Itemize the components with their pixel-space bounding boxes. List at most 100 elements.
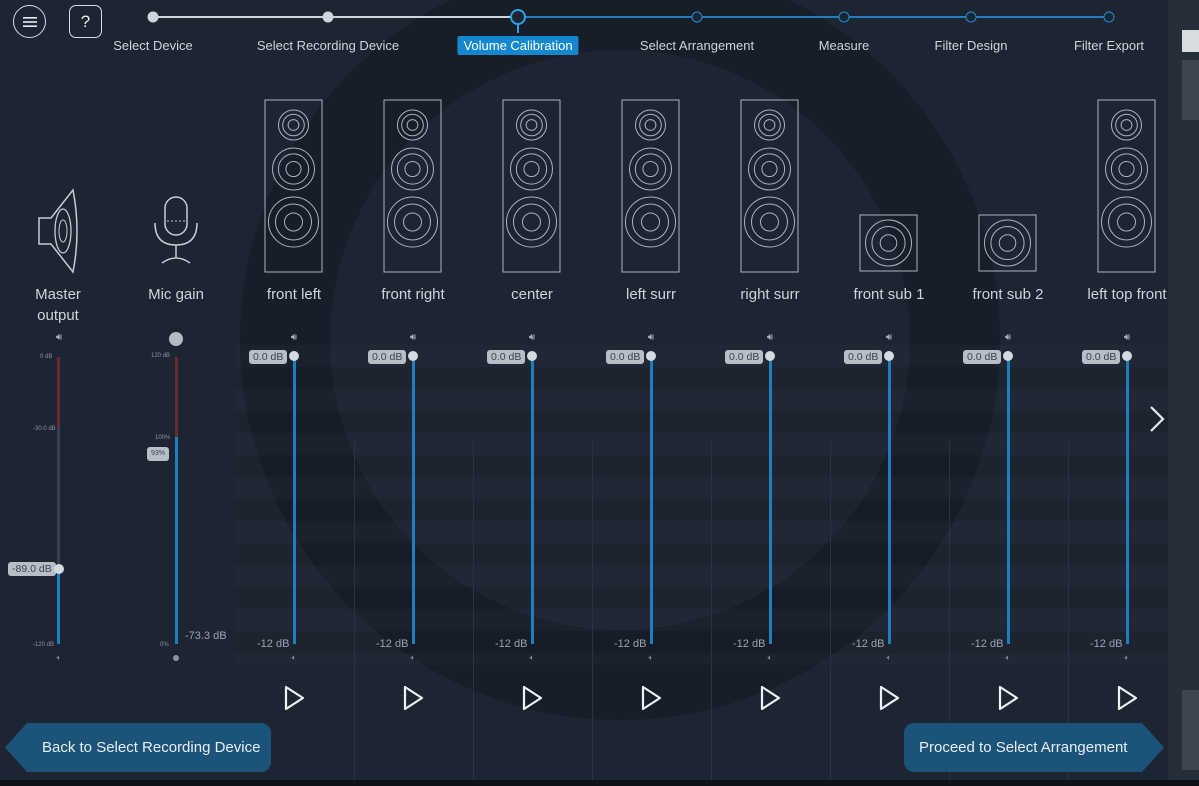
wizard-step-label[interactable]: Select Recording Device [256,38,400,53]
channel-label: center [511,286,553,303]
wizard-step-label[interactable]: Volume Calibration [457,36,579,55]
channel-label: front right [381,286,445,303]
volume-high-icon: 🔊︎ [766,332,774,343]
column-separator [830,440,831,780]
slider-area-background [235,345,1168,665]
wizard-step-label[interactable]: Filter Export [1073,38,1145,53]
mic-indicator-dot [173,655,179,661]
volume-high-icon: 🔊︎ [528,332,536,343]
channel-slider-handle[interactable] [1003,351,1013,361]
wizard-step-label[interactable]: Select Arrangement [639,38,755,53]
mic-level-reading: -73.3 dB [185,630,227,642]
play-test-tone-icon[interactable] [756,684,784,712]
volume-low-icon: 🔈︎ [529,653,535,662]
wizard-step-dot[interactable] [691,11,703,23]
wizard-step-dot[interactable] [510,9,526,25]
channel-min-label: -12 dB [495,638,528,650]
channel-gain-value[interactable]: 0.0 dB [1082,350,1121,364]
tower-speaker-icon [383,99,442,273]
channel-slider-handle[interactable] [527,351,537,361]
master-bottom-tick: -120 dB [33,642,55,648]
window-scrollbar[interactable] [1168,0,1199,786]
mic-gain-value[interactable]: 93% [147,447,170,461]
play-test-tone-icon[interactable] [399,684,427,712]
play-test-tone-icon[interactable] [994,684,1022,712]
scrollbar-track-upper [1182,60,1199,120]
channel-min-label: -12 dB [1090,638,1123,650]
channel-slider-track[interactable] [1007,357,1010,644]
channel-gain-value[interactable]: 0.0 dB [963,350,1002,364]
master-value[interactable]: -89.0 dB [8,562,56,577]
microphone-icon [154,196,198,264]
channel-gain-value[interactable]: 0.0 dB [487,350,526,364]
channel-slider-track[interactable] [531,357,534,644]
tower-speaker-icon [1097,99,1156,273]
channel-gain-value[interactable]: 0.0 dB [368,350,407,364]
menu-button[interactable] [13,5,46,38]
master-top-tick: 0 dB [40,354,53,360]
play-test-tone-icon[interactable] [875,684,903,712]
channel-gain-value[interactable]: 0.0 dB [844,350,883,364]
wizard-connector [971,16,1109,18]
wizard-connector [153,16,328,18]
mic-gain-knob[interactable] [169,332,183,346]
master-slider-handle[interactable] [54,564,64,575]
play-test-tone-icon[interactable] [518,684,546,712]
wizard-step-label[interactable]: Filter Design [934,38,1008,53]
back-button-label: Back to Select Recording Device [42,739,261,756]
back-button[interactable]: Back to Select Recording Device [5,723,271,772]
master-slider-track[interactable] [57,427,60,567]
wizard-step-dot[interactable] [965,11,977,23]
scrollbar-thumb[interactable] [1182,30,1199,52]
channel-slider-handle[interactable] [765,351,775,361]
wizard-step-label[interactable]: Select Device [113,38,193,53]
channel-slider-track[interactable] [1126,357,1129,644]
channel-slider-handle[interactable] [646,351,656,361]
wizard-step-dot[interactable] [322,11,334,23]
channel-slider-track[interactable] [650,357,653,644]
channel-min-label: -12 dB [376,638,409,650]
wizard-connector [697,16,844,18]
channel-slider-track[interactable] [888,357,891,644]
play-test-tone-icon[interactable] [637,684,665,712]
mic-slider-track[interactable] [175,437,178,644]
play-test-tone-icon[interactable] [280,684,308,712]
wizard-connector [518,16,697,18]
channel-label: front sub 2 [972,286,1044,303]
volume-low-icon: 🔈︎ [886,653,892,662]
channel-slider-handle[interactable] [289,351,299,361]
volume-high-icon: 🔊︎ [409,332,417,343]
channel-gain-value[interactable]: 0.0 dB [249,350,288,364]
channel-min-label: -12 dB [733,638,766,650]
wizard-connector [844,16,971,18]
channel-label: left surr [625,286,677,303]
channel-slider-track[interactable] [412,357,415,644]
wizard-step-dot[interactable] [1103,11,1115,23]
volume-high-icon: 🔊︎ [1123,332,1131,343]
volume-low-icon: 🔈︎ [767,653,773,662]
channel-slider-handle[interactable] [884,351,894,361]
play-test-tone-icon[interactable] [1113,684,1141,712]
channel-slider-handle[interactable] [1122,351,1132,361]
hamburger-icon [22,16,37,27]
column-separator [354,440,355,780]
channel-slider-track[interactable] [769,357,772,644]
tower-speaker-icon [621,99,680,273]
channel-label: right surr [740,286,800,303]
tower-speaker-icon [264,99,323,273]
help-button[interactable]: ? [69,5,102,38]
channel-slider-handle[interactable] [408,351,418,361]
wizard-step-label[interactable]: Measure [818,38,870,53]
master-clip-zone [57,357,60,427]
channel-gain-value[interactable]: 0.0 dB [606,350,645,364]
channel-gain-value[interactable]: 0.0 dB [725,350,764,364]
volume-low-icon: 🔈︎ [410,653,416,662]
wizard-step-dot[interactable] [838,11,850,23]
mic-clip-zone [175,357,178,437]
proceed-button[interactable]: Proceed to Select Arrangement [904,723,1164,772]
master-volume-low-icon: 🔈︎ [56,653,62,662]
channel-slider-track[interactable] [293,357,296,644]
next-page-chevron-icon[interactable] [1146,404,1168,434]
wizard-step-dot[interactable] [147,11,159,23]
wizard-connector [328,16,518,18]
